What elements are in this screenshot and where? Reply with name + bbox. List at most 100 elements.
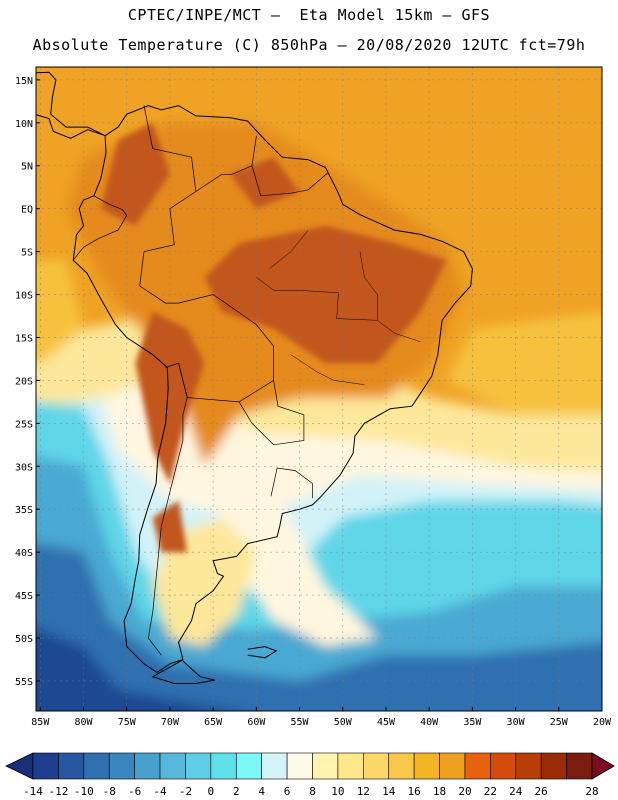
temperature-band <box>446 311 602 415</box>
colorbar-label: -8 <box>103 785 116 798</box>
state-border <box>269 229 309 269</box>
lat-label: 50S <box>15 634 33 645</box>
chart-subtitle: Absolute Temperature (C) 850hPa — 20/08/… <box>32 36 586 54</box>
country-border <box>178 294 274 403</box>
colorbar-label: 12 <box>357 785 370 798</box>
south-america-coastline <box>72 105 473 674</box>
colorbar-cell <box>464 752 491 780</box>
colorbar-cell <box>235 752 262 780</box>
colorbar-cell <box>388 752 415 780</box>
colorbar-cell <box>58 752 85 780</box>
lon-label: 45W <box>377 717 396 728</box>
colorbar-cell <box>439 752 466 780</box>
colorbar-cell <box>108 752 135 780</box>
temperature-band <box>152 500 188 553</box>
colorbar-label: 10 <box>331 785 344 798</box>
colorbar-cell <box>540 752 567 780</box>
lon-label: 30W <box>507 717 526 728</box>
colorbar-label: -14 <box>23 785 43 798</box>
country-border <box>72 195 128 261</box>
falklands-coastline <box>247 646 278 659</box>
colorbar-label: -10 <box>74 785 94 798</box>
colorbar-label: -12 <box>48 785 68 798</box>
colorbar-cell <box>566 752 593 780</box>
lat-label: 15N <box>15 76 33 87</box>
colorbar-label: 16 <box>408 785 421 798</box>
temperature-band <box>36 627 234 711</box>
colorbar-label: 8 <box>309 785 316 798</box>
lat-label: 15S <box>15 333 33 344</box>
lon-label: 85W <box>31 717 50 728</box>
colorbar-cell <box>413 752 440 780</box>
lon-label: 25W <box>550 717 569 728</box>
state-border <box>290 354 365 385</box>
lon-label: 20W <box>593 717 612 728</box>
central-america-coastline <box>36 71 106 139</box>
lat-label: 25S <box>15 419 33 430</box>
country-border <box>147 362 188 656</box>
colorbar-cell <box>363 752 390 780</box>
lon-label: 40W <box>420 717 439 728</box>
colorbar-label: 14 <box>382 785 396 798</box>
temperature-band <box>36 456 602 711</box>
colorbar-label: 2 <box>233 785 240 798</box>
lon-label: 50W <box>334 717 353 728</box>
colorbar-cell <box>286 752 313 780</box>
colorbar-cell <box>159 752 186 780</box>
colorbar-label: 6 <box>284 785 291 798</box>
colorbar-cell <box>261 752 288 780</box>
colorbar-label: 0 <box>208 785 215 798</box>
temperature-band <box>36 260 84 364</box>
colorbar-cell <box>185 752 212 780</box>
colorbar-label: 26 <box>535 785 548 798</box>
lon-label: 70W <box>161 717 180 728</box>
colorbar-cell <box>134 752 161 780</box>
lon-label: 60W <box>247 717 266 728</box>
colorbar-cell <box>337 752 364 780</box>
temperature-band <box>221 466 378 647</box>
lat-label: 5N <box>21 162 33 173</box>
colorbar-cell <box>83 752 110 780</box>
lat-label: 40S <box>15 548 33 559</box>
lat-label: 20S <box>15 376 33 387</box>
lon-label: 55W <box>291 717 310 728</box>
lon-label: 35W <box>463 717 482 728</box>
colorbar-label: -6 <box>128 785 141 798</box>
colorbar-label: 24 <box>509 785 523 798</box>
latitude-axis: 15N 10N 5N EQ 5S 10S 15S 20S 25S 30S 35S 40S 45S 50S 5… <box>15 76 40 688</box>
lat-label: 35S <box>15 505 33 516</box>
country-border <box>251 135 329 197</box>
lon-label: 80W <box>74 717 93 728</box>
longitude-axis: 85W 80W 75W 70W 65W 60W 55W 50W 45W 40W 35W 30W 25W 2… <box>31 707 612 728</box>
colorbar-under-arrow <box>5 752 34 780</box>
temperature-field <box>36 67 602 711</box>
lat-label: 45S <box>15 591 33 602</box>
country-border <box>139 105 197 304</box>
colorbar-label: 4 <box>258 785 265 798</box>
lat-label: 30S <box>15 462 33 473</box>
colorbar-over-arrow <box>591 752 615 780</box>
state-border <box>359 251 421 343</box>
temperature-band <box>36 542 602 711</box>
lat-label: 10N <box>15 119 33 130</box>
country-border <box>270 467 313 499</box>
colorbar-label: 20 <box>458 785 471 798</box>
colorbar-label: -4 <box>153 785 167 798</box>
colorbar-cell <box>210 752 237 780</box>
state-border <box>256 277 378 321</box>
colorbar-label: 22 <box>484 785 497 798</box>
lon-label: 65W <box>204 717 223 728</box>
colorbar-label: 18 <box>433 785 446 798</box>
tierra-del-fuego-coastline <box>151 659 216 684</box>
country-border <box>195 165 253 192</box>
colorbar-cell <box>515 752 542 780</box>
colorbar-label: 28 <box>585 785 598 798</box>
lat-label: EQ <box>21 205 33 216</box>
map-frame <box>35 66 603 712</box>
lat-label: 5S <box>21 248 33 259</box>
lon-label: 75W <box>118 717 137 728</box>
chart-title: CPTEC/INPE/MCT — Eta Model 15km — GFS <box>127 6 491 24</box>
colorbar-label: -2 <box>179 785 192 798</box>
